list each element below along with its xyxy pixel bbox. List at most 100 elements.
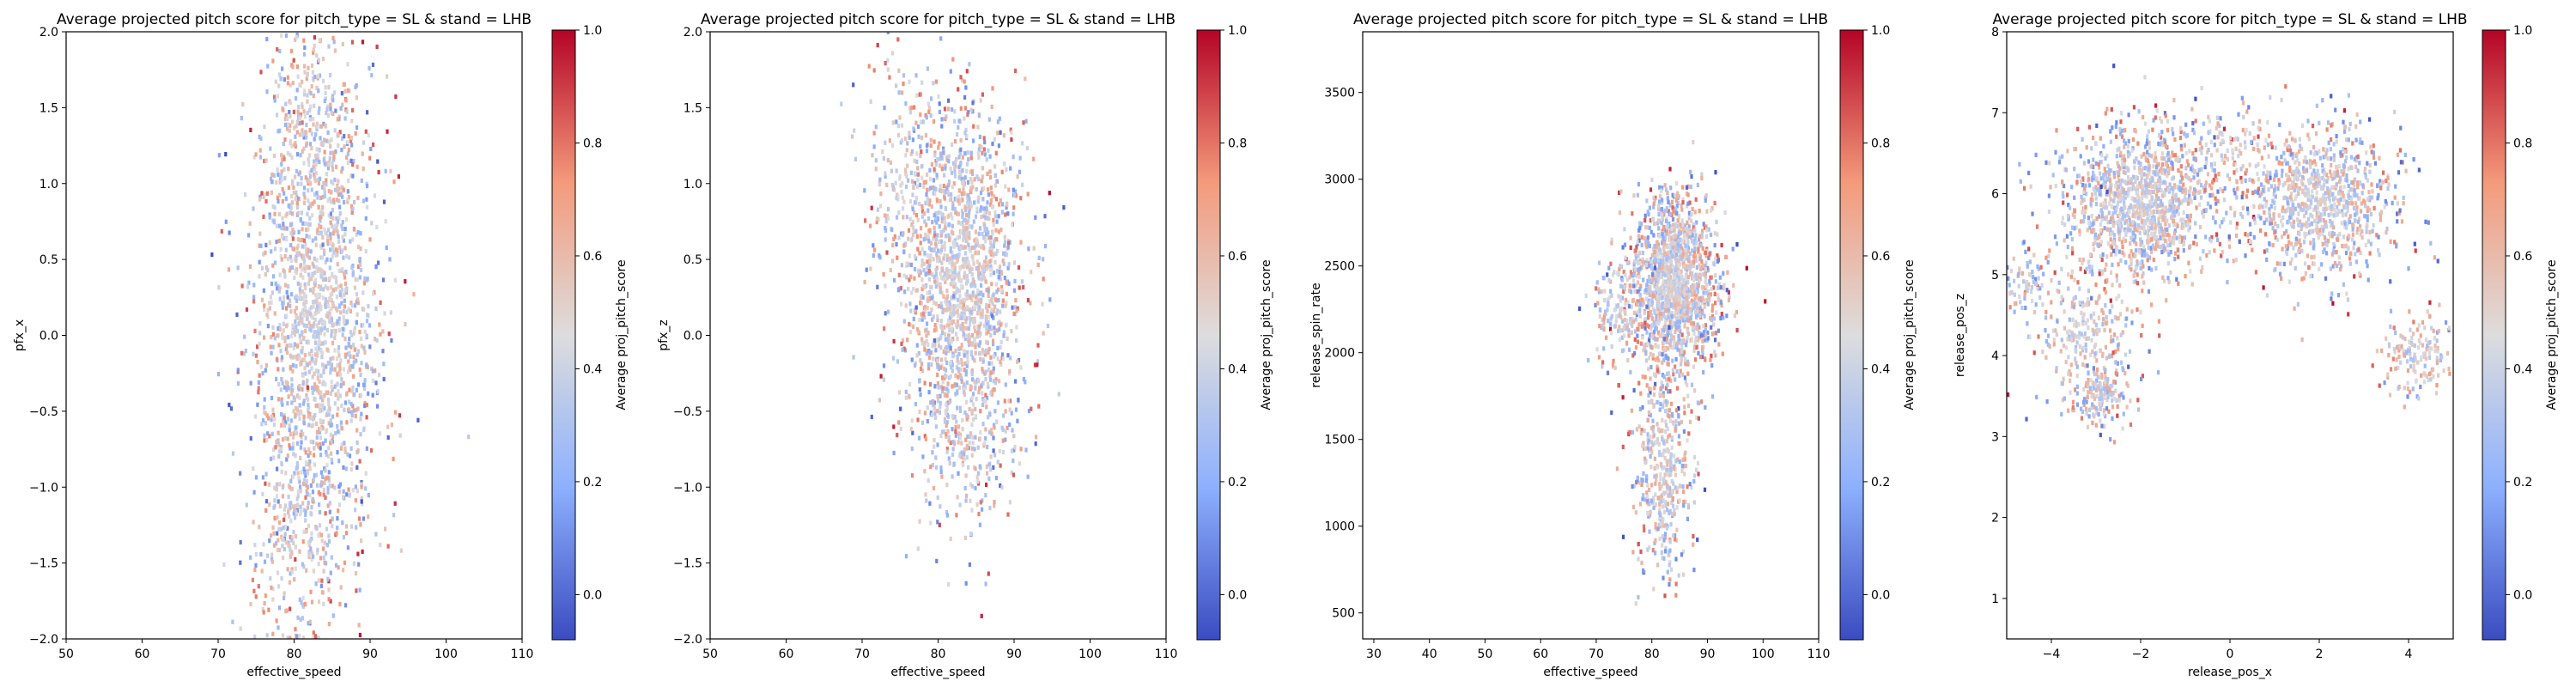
hexbin-cell [306, 211, 309, 216]
hexbin-cell [986, 200, 989, 205]
hexbin-cell [390, 423, 393, 428]
hexbin-cell [945, 273, 949, 278]
hexbin-cell [910, 222, 914, 228]
hexbin-cell [1659, 194, 1662, 199]
hexbin-cell [947, 435, 951, 440]
hexbin-cell [985, 302, 988, 307]
hexbin-cell [993, 425, 996, 430]
hexbin-cell [938, 141, 941, 146]
hexbin-cell [960, 379, 963, 384]
hexbin-cell [1702, 369, 1705, 375]
hexbin-cell [326, 476, 330, 481]
hexbin-cell [853, 128, 856, 133]
hexbin-cell [303, 88, 307, 94]
hexbin-cell [978, 464, 981, 469]
hexbin-cell [1036, 343, 1040, 348]
x-tick-label: 110 [1155, 647, 1178, 661]
hexbin-cell [932, 257, 935, 262]
hexbin-cell [999, 339, 1003, 344]
hexbin-cell [955, 365, 958, 370]
hexbin-cell [349, 173, 353, 179]
hexbin-cell [1006, 512, 1010, 517]
hexbin-cell [295, 168, 299, 173]
hexbin-cell [328, 407, 331, 412]
hexbin-cell [896, 433, 899, 438]
hexbin-cell [359, 372, 362, 377]
hexbin-cell [969, 335, 972, 340]
hexbin-cell [341, 226, 344, 232]
hexbin-cell [1713, 200, 1716, 205]
hexbin-cell [293, 471, 296, 476]
hexbin-cell [329, 441, 332, 446]
hexbin-cell [253, 328, 257, 333]
hexbin-cell [323, 540, 326, 545]
hexbin-cell [988, 258, 992, 264]
hexbin-cell [933, 405, 936, 411]
hexbin-cell [969, 177, 973, 182]
hexbin-cell [361, 151, 364, 156]
hexbin-cell [316, 268, 319, 273]
hexbin-cell [270, 335, 273, 340]
hexbin-cell [323, 193, 327, 198]
hexbin-cell [965, 232, 969, 237]
hexbin-cell [953, 119, 957, 124]
hexbin-cell [913, 276, 916, 281]
hexbin-cell [381, 329, 385, 334]
y-tick-label: −2.0 [29, 633, 58, 647]
hexbin-cell [313, 167, 316, 172]
hexbin-cell [301, 317, 304, 322]
hexbin-cell [1015, 308, 1018, 313]
hexbin-cell [949, 440, 952, 446]
hexbin-cell [306, 362, 309, 368]
hexbin-cell [900, 123, 903, 128]
hexbin-cell [307, 65, 310, 70]
hexbin-cell [1648, 243, 1651, 249]
colorbar-tick-label: 0.4 [1228, 362, 1247, 376]
hexbin-cell [329, 519, 332, 524]
hexbin-cell [974, 344, 977, 350]
hexbin-cell [970, 410, 974, 416]
hexbin-cell [956, 242, 959, 247]
hexbin-cell [940, 325, 944, 330]
hexbin-cell [319, 331, 322, 336]
hexbin-cell [985, 339, 988, 344]
hexbin-cell [283, 513, 287, 518]
hexbin-cell [1643, 225, 1648, 230]
hexbin-cell [913, 266, 917, 272]
hexbin-cell [286, 526, 289, 531]
hexbin-cell [293, 275, 296, 280]
hexbin-cell [276, 94, 280, 99]
hexbin-cell [280, 526, 283, 532]
hexbin-cell [1618, 190, 1621, 195]
hexbin-cell [1682, 240, 1686, 245]
hexbin-cell [301, 308, 304, 313]
hexbin-cell [936, 216, 940, 222]
hexbin-cell [939, 365, 943, 370]
hexbin-cell [337, 321, 341, 326]
hexbin-cell [949, 249, 952, 254]
hexbin-cell [310, 505, 313, 510]
hexbin-cell [934, 236, 938, 241]
hexbin-cell [940, 266, 944, 271]
hexbin-cell [1663, 323, 1667, 328]
hexbin-cell [305, 393, 308, 398]
hexbin-cell [925, 349, 928, 354]
hexbin-cell [933, 279, 937, 284]
hexbin-cell [945, 289, 949, 294]
hexbin-cell [993, 325, 996, 331]
hexbin-cell [319, 218, 322, 223]
hexbin-cell [963, 204, 967, 210]
hexbin-cell [905, 215, 908, 220]
hexbin-cell [1669, 185, 1673, 191]
hexbin-cell [1021, 141, 1024, 146]
hexbin-cell [911, 219, 914, 224]
hexbin-cell [872, 252, 875, 258]
hexbin-cell [945, 411, 948, 416]
hexbin-cell [996, 356, 999, 362]
hexbin-cell [272, 423, 276, 428]
hexbin-cell [1016, 418, 1019, 423]
hexbin-cell [342, 489, 345, 494]
hexbin-cell [920, 420, 925, 425]
hexbin-cell [978, 333, 981, 338]
hexbin-cell [1716, 232, 1719, 237]
